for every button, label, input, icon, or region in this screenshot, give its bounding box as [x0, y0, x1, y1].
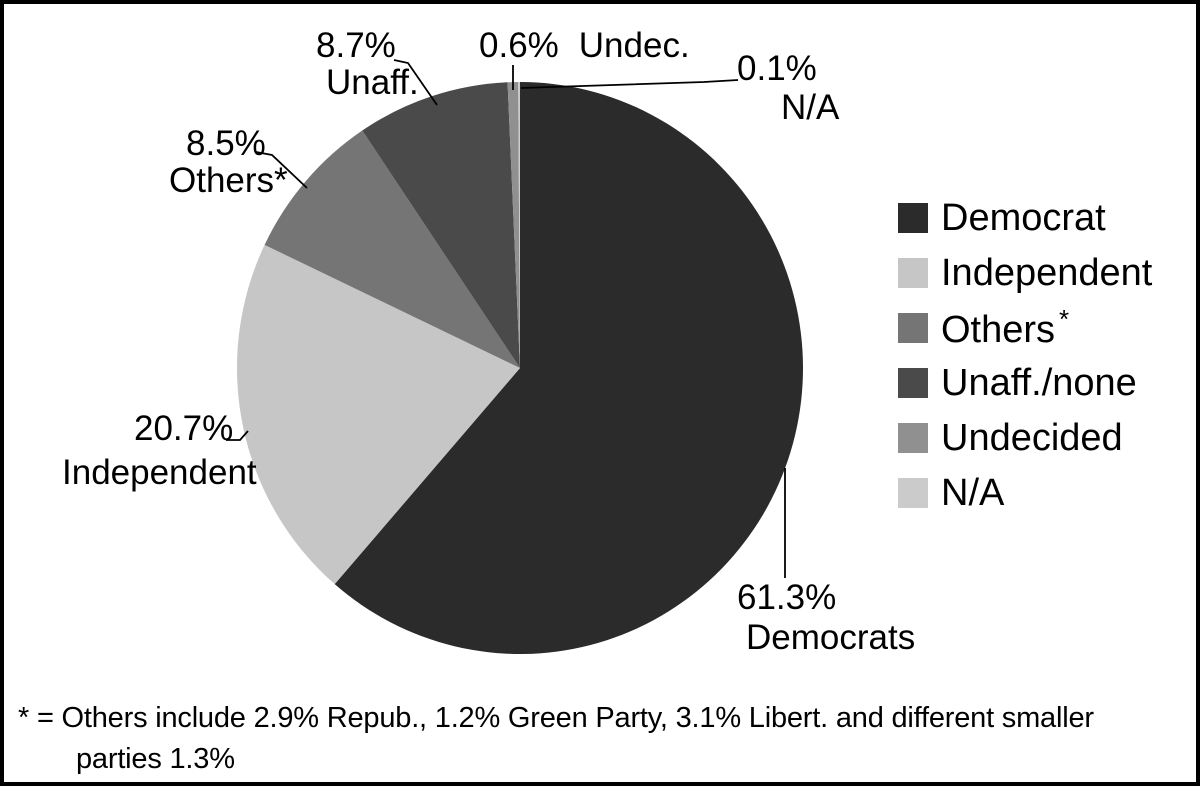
- legend-row-na: N/A: [898, 474, 1152, 512]
- pie-slice-undecided: [507, 82, 520, 368]
- callout-independent-name: Independent: [62, 453, 257, 492]
- leader-line-independent: [226, 430, 249, 441]
- callout-independent-pct: 20.7%: [134, 409, 234, 448]
- leader-line-na: [520, 79, 739, 89]
- legend-label-text: Democrat: [941, 196, 1106, 239]
- callout-undecided-pct: 0.6%: [479, 26, 559, 65]
- pie-slice-others: [264, 130, 520, 368]
- callout-democrat-name: Democrats: [746, 618, 916, 657]
- callout-na-pct: 0.1%: [737, 49, 817, 88]
- legend-label-others: Others *: [941, 306, 1069, 349]
- pie-slice-democrat: [334, 82, 803, 654]
- legend-label-na: N/A: [941, 474, 1004, 512]
- pie-slice-independent: [236, 244, 521, 585]
- legend-others-asterisk: *: [1059, 304, 1070, 334]
- leader-line-others: [255, 151, 308, 189]
- legend-label-text: N/A: [941, 471, 1005, 514]
- legend-label-independent: Independent: [941, 254, 1152, 292]
- callout-others-pct: 8.5%: [186, 124, 266, 163]
- legend: Democrat Independent Others * Unaff./none…: [898, 199, 1152, 512]
- callout-na-name: N/A: [781, 88, 840, 127]
- legend-swatch-na: [898, 477, 928, 508]
- legend-swatch-others: [898, 312, 928, 343]
- callout-undecided: 0.6% Undec.: [479, 28, 690, 63]
- callout-democrat-pct: 61.3%: [737, 578, 837, 617]
- legend-label-unaff-none: Unaff./none: [941, 364, 1137, 402]
- legend-label-undecided: Undecided: [941, 419, 1123, 457]
- legend-row-unaff-none: Unaff./none: [898, 364, 1152, 402]
- footnote: * = Others include 2.9% Repub., 1.2% Gre…: [18, 698, 1094, 780]
- callout-others-name: Others*: [169, 161, 288, 200]
- footnote-line1: * = Others include 2.9% Repub., 1.2% Gre…: [18, 702, 1094, 734]
- legend-label-text: Independent: [941, 251, 1153, 294]
- leader-line-unaff: [393, 59, 438, 106]
- pie-chart-canvas: [226, 59, 803, 654]
- legend-label-democrat: Democrat: [941, 199, 1106, 237]
- pie-slice-unaff-none: [362, 82, 520, 368]
- footnote-line2: parties 1.3%: [76, 743, 235, 776]
- legend-row-undecided: Undecided: [898, 419, 1152, 457]
- legend-swatch-unaff-none: [898, 367, 928, 398]
- callout-undecided-name: Undec.: [578, 26, 690, 65]
- legend-row-others: Others *: [898, 306, 1152, 349]
- callout-unaff-pct: 8.7%: [316, 26, 396, 65]
- legend-swatch-independent: [898, 257, 928, 288]
- legend-row-democrat: Democrat: [898, 199, 1152, 237]
- legend-label-text: Unaff./none: [941, 361, 1137, 404]
- legend-swatch-democrat: [898, 202, 928, 233]
- legend-label-text: Undecided: [941, 416, 1123, 459]
- pie-slice-n-a: [518, 82, 520, 368]
- legend-row-independent: Independent: [898, 254, 1152, 292]
- legend-swatch-undecided: [898, 422, 928, 453]
- legend-label-text: Others: [941, 309, 1056, 351]
- callout-unaff-name: Unaff.: [326, 63, 419, 102]
- pie: [236, 82, 803, 654]
